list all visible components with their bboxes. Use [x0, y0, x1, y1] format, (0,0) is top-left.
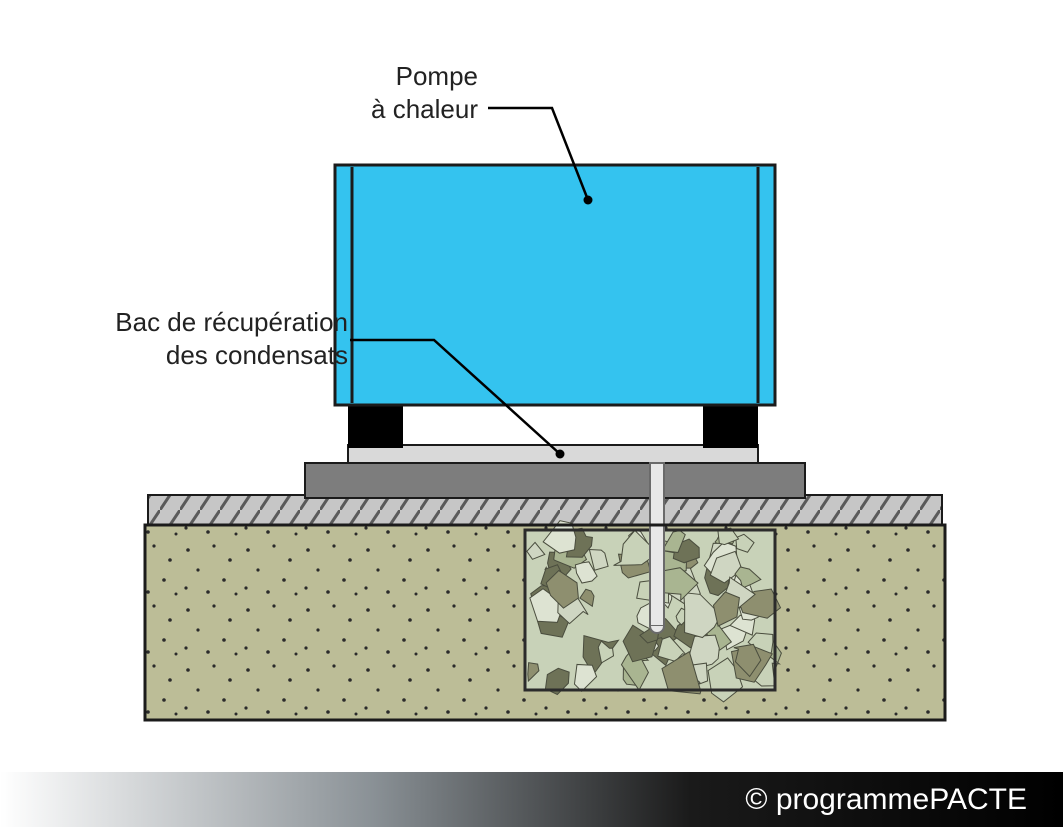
- diagram-canvas: { "labels": { "pump": { "line1": "Pompe"…: [0, 0, 1063, 827]
- label-tray-line1: Bac de récupération: [115, 306, 348, 339]
- drain-pipe: [650, 463, 664, 626]
- heat-pump: [335, 165, 775, 405]
- label-tray: Bac de récupération des condensats: [115, 306, 348, 371]
- label-tray-line2: des condensats: [115, 339, 348, 372]
- hatched-layer: [148, 495, 942, 525]
- foot-left: [348, 403, 403, 448]
- diagram-svg: [0, 0, 1063, 827]
- concrete-slab: [305, 463, 805, 498]
- label-pump-line2: à chaleur: [371, 93, 478, 126]
- label-pump: Pompe à chaleur: [371, 60, 478, 125]
- label-pump-line1: Pompe: [371, 60, 478, 93]
- foot-right: [703, 403, 758, 448]
- footer-text: © programmePACTE: [745, 783, 1027, 817]
